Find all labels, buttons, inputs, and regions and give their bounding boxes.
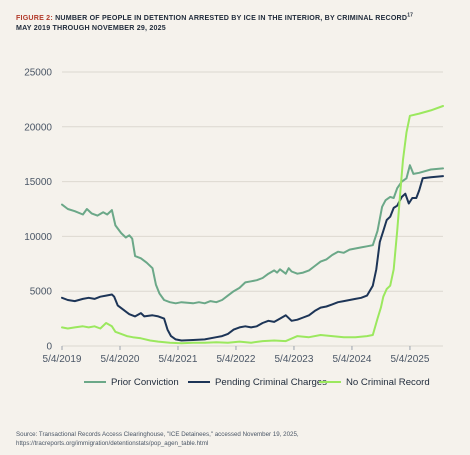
x-tick-label: 5/4/2024 [332, 354, 371, 365]
grid-lines [62, 71, 443, 347]
legend-swatch-prior-conviction [84, 381, 106, 383]
y-tick-label: 10000 [24, 232, 52, 243]
legend-label-no-criminal-record: No Criminal Record [346, 376, 430, 388]
y-tick-label: 5000 [30, 287, 53, 298]
x-tick-label: 5/4/2023 [274, 354, 313, 365]
series-lines [61, 105, 444, 345]
figure-title-text: NUMBER OF PEOPLE IN DETENTION ARRESTED B… [55, 14, 408, 22]
legend-label-prior-conviction: Prior Conviction [111, 376, 179, 388]
figure-title: FIGURE 2: NUMBER OF PEOPLE IN DETENTION … [16, 13, 456, 33]
x-tick-label: 5/4/2025 [390, 354, 429, 365]
legend-item-pending-charges: Pending Criminal Charges [188, 375, 327, 389]
y-tick-label: 20000 [24, 122, 52, 133]
x-axis: 5/4/2019 5/4/2020 5/4/2021 5/4/2022 5/4/2023… [43, 346, 430, 365]
x-tick-label: 5/4/2020 [101, 354, 140, 365]
x-tick-label: 5/4/2019 [43, 354, 82, 365]
series-line-pending-criminal-charges [61, 175, 444, 342]
figure-subtitle: MAY 2019 THROUGH NOVEMBER 29, 2025 [16, 24, 166, 32]
x-tick-label: 5/4/2022 [217, 354, 256, 365]
y-tick-label: 0 [46, 342, 52, 353]
series-line-no-criminal-record [61, 105, 444, 345]
footnote-mark: 17 [407, 12, 414, 19]
legend-label-pending-charges: Pending Criminal Charges [215, 376, 327, 388]
legend-swatch-pending-charges [188, 381, 210, 383]
y-tick-label: 25000 [24, 68, 52, 79]
x-tick-label: 5/4/2021 [159, 354, 198, 365]
y-axis: 0 5000 10000 15000 20000 25000 [24, 68, 52, 353]
legend-swatch-no-criminal-record [319, 381, 341, 383]
source-note: Source: Transactional Records Access Cle… [16, 431, 299, 447]
legend-item-prior-conviction: Prior Conviction [84, 375, 179, 389]
legend: Prior Conviction Pending Criminal Charge… [84, 375, 464, 389]
figure-label: FIGURE 2: [16, 14, 53, 22]
series-line-prior-conviction [61, 164, 444, 305]
y-tick-label: 15000 [24, 177, 52, 188]
legend-item-no-criminal-record: No Criminal Record [319, 375, 430, 389]
